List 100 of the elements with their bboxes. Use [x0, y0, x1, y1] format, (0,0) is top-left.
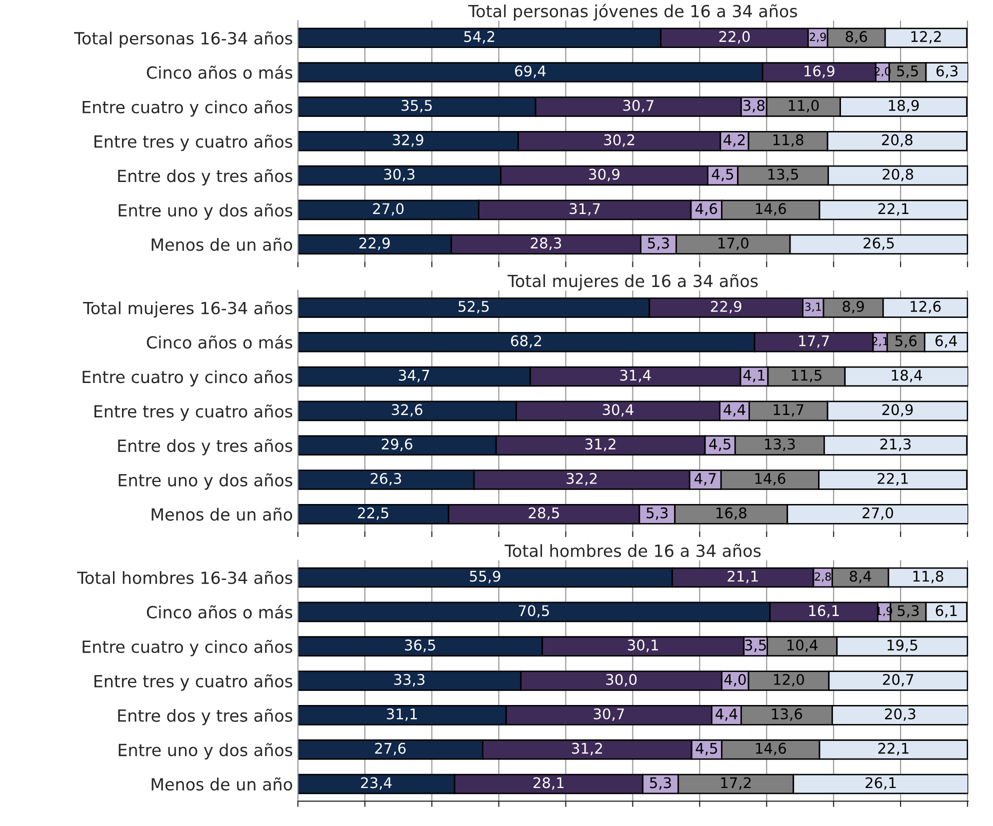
data-label: 30,0 [606, 674, 637, 686]
data-label: 20,8 [882, 168, 914, 182]
y-tick-label: Entre cuatro y cinco años [82, 370, 292, 386]
data-label: 35,5 [402, 100, 432, 112]
data-label: 28,5 [528, 507, 559, 520]
data-label: 36,5 [404, 640, 436, 652]
data-label: 13,5 [768, 168, 798, 182]
data-label: 4,7 [694, 473, 716, 486]
data-label: 17,2 [721, 777, 751, 790]
data-label: 4,5 [696, 742, 718, 756]
data-label: 4,2 [724, 134, 745, 147]
data-label: 8,9 [842, 300, 864, 314]
data-label: 5,3 [650, 777, 671, 790]
data-label: 54,2 [464, 31, 494, 44]
y-tick-label: Total hombres 16-34 años [77, 570, 292, 584]
data-label: 31,7 [570, 203, 600, 216]
data-label: 18,9 [888, 100, 919, 112]
data-label: 16,8 [716, 507, 746, 520]
data-label: 16,9 [804, 65, 834, 78]
data-label: 4,5 [709, 438, 730, 452]
data-label: 30,1 [628, 640, 658, 652]
y-tick-label: Entre dos y tres años [118, 169, 292, 186]
data-label: 27,0 [862, 507, 894, 520]
data-label: 26,5 [864, 238, 894, 250]
data-label: 4,4 [724, 404, 746, 417]
data-label: 12,6 [910, 300, 941, 314]
data-label: 26,1 [866, 777, 896, 790]
y-tick-label: Entre tres y cuatro años [94, 134, 292, 152]
data-label: 22,1 [878, 203, 908, 216]
data-label: 31,4 [620, 370, 651, 382]
data-label: 29,6 [382, 438, 412, 452]
y-tick-label: Cinco años o más [146, 65, 292, 79]
data-label: 33,3 [394, 674, 424, 686]
data-label: 55,9 [470, 570, 500, 584]
data-label: 32,2 [566, 472, 597, 486]
data-label: 22,1 [878, 472, 908, 486]
y-tick-label: Entre cuatro y cinco años [82, 100, 292, 117]
y-tick-label: Total personas 16-34 años [74, 31, 292, 48]
data-label: 30,3 [384, 168, 414, 182]
y-tick-label: Entre uno y dos años [118, 203, 292, 220]
data-label: 30,2 [604, 134, 634, 147]
data-label: 19,5 [888, 640, 918, 652]
data-label: 11,5 [792, 370, 822, 382]
data-label: 22,9 [359, 238, 390, 250]
data-label: 4,6 [695, 203, 718, 216]
data-label: 22,9 [710, 300, 742, 314]
y-tick-label: Entre tres y cuatro años [94, 674, 292, 691]
data-label: 5,3 [898, 605, 919, 618]
data-label: 13,6 [772, 708, 802, 721]
data-label: 11,0 [788, 100, 819, 112]
data-label: 31,1 [386, 708, 417, 721]
data-label: 11,8 [773, 134, 804, 147]
data-label: 26,3 [370, 472, 402, 486]
data-label: 21,1 [728, 570, 758, 584]
data-label: 28,1 [534, 777, 564, 790]
data-label: 17,0 [718, 238, 748, 250]
y-tick-label: Entre tres y cuatro años [94, 404, 292, 421]
data-label: 5,5 [897, 66, 918, 78]
data-label: 32,6 [392, 404, 422, 417]
data-label: 16,1 [809, 605, 839, 618]
chart-title: Total personas jóvenes de 16 a 34 años [468, 4, 798, 21]
data-label: 27,6 [375, 742, 406, 756]
data-label: 5,6 [895, 335, 917, 348]
data-label: 20,3 [885, 708, 916, 721]
data-label: 69,4 [515, 65, 546, 78]
data-label: 34,7 [398, 370, 430, 382]
chart-title: Total hombres de 16 a 34 años [504, 544, 761, 558]
data-label: 4,1 [743, 370, 764, 382]
data-label: 70,5 [518, 605, 549, 618]
data-label: 4,0 [724, 674, 746, 686]
data-label: 22,0 [719, 31, 750, 44]
data-label: 11,7 [774, 404, 804, 417]
data-label: 8,4 [850, 570, 872, 584]
data-label: 28,3 [530, 238, 562, 250]
data-label: 12,2 [911, 31, 941, 44]
y-tick-label: Menos de un año [152, 777, 292, 791]
y-tick-label: Entre uno y dos años [118, 473, 292, 490]
data-label: 31,2 [585, 438, 616, 452]
chart-title: Total mujeres de 16 a 34 años [508, 274, 758, 290]
data-label: 18,4 [892, 370, 922, 382]
data-label: 21,3 [880, 438, 911, 452]
data-label: 5,3 [648, 238, 669, 250]
y-tick-label: Entre uno y dos años [118, 743, 292, 760]
y-tick-label: Cinco años o más [146, 604, 292, 618]
data-label: 4,5 [712, 168, 734, 182]
data-label: 14,6 [755, 472, 786, 486]
data-label: 31,2 [572, 742, 602, 756]
data-label: 32,9 [392, 134, 424, 147]
data-label: 11,8 [913, 570, 944, 584]
data-label: 3,1 [805, 302, 821, 312]
data-label: 14,6 [756, 742, 786, 756]
data-label: 10,4 [787, 640, 818, 652]
y-tick-label: Entre cuatro y cinco años [82, 640, 292, 656]
data-label: 3,8 [743, 100, 764, 112]
y-tick-label: Entre dos y tres años [118, 438, 292, 456]
data-label: 52,5 [458, 300, 489, 314]
y-tick-label: Menos de un año [152, 238, 292, 251]
data-label: 30,4 [602, 404, 634, 417]
data-label: 20,9 [882, 404, 913, 417]
data-label: 17,7 [799, 335, 829, 348]
